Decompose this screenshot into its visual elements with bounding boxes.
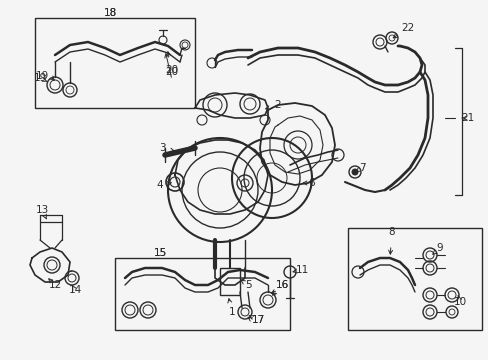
Bar — [347, 228, 481, 330]
Text: 1: 1 — [228, 307, 235, 317]
Text: 2: 2 — [274, 100, 281, 110]
Text: 12: 12 — [48, 280, 61, 290]
Text: 17: 17 — [251, 315, 264, 325]
Text: 19: 19 — [35, 71, 48, 81]
Text: 18: 18 — [103, 8, 116, 18]
Text: 3: 3 — [159, 143, 165, 153]
Text: 20: 20 — [165, 67, 178, 77]
Text: 8: 8 — [388, 227, 394, 237]
Text: 20: 20 — [165, 65, 178, 75]
Text: 21: 21 — [461, 113, 474, 123]
Circle shape — [351, 169, 357, 175]
Bar — [35, 18, 195, 108]
Text: 9: 9 — [436, 243, 443, 253]
Text: 22: 22 — [401, 23, 414, 33]
Text: 14: 14 — [68, 285, 81, 295]
Text: 16: 16 — [275, 280, 288, 290]
Text: 18: 18 — [103, 8, 116, 18]
Text: 15: 15 — [153, 248, 166, 258]
Bar — [220, 268, 240, 295]
Text: 7: 7 — [358, 163, 365, 173]
Text: 19: 19 — [33, 73, 46, 83]
Text: 15: 15 — [153, 248, 166, 258]
Text: 11: 11 — [295, 265, 308, 275]
Text: 10: 10 — [452, 297, 466, 307]
Text: 4: 4 — [156, 180, 163, 190]
Text: 5: 5 — [244, 280, 251, 290]
Bar — [115, 258, 289, 330]
Text: 13: 13 — [35, 205, 48, 215]
Text: 6: 6 — [308, 178, 315, 188]
Text: 16: 16 — [275, 280, 288, 290]
Text: 17: 17 — [251, 315, 264, 325]
